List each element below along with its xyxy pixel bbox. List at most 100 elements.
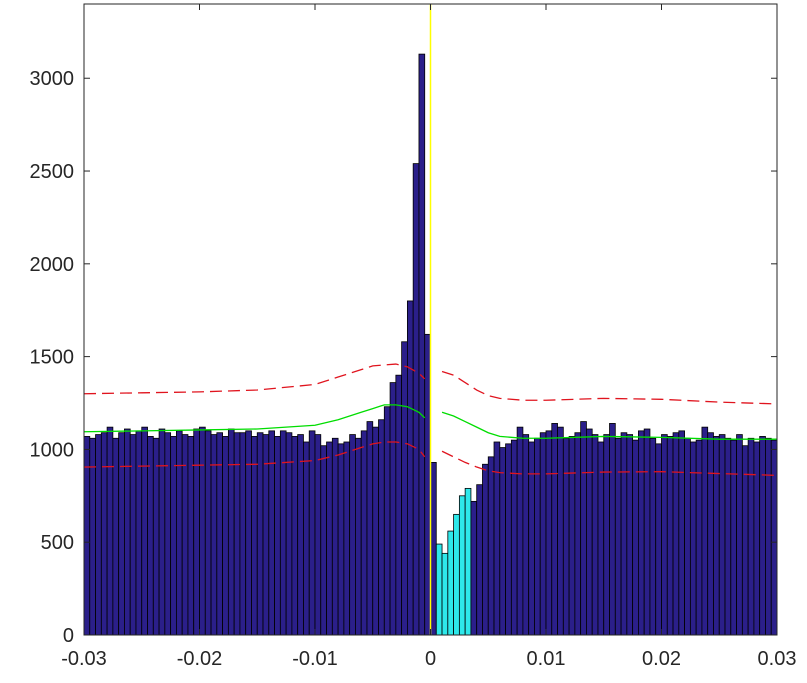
y-tick-label: 3000 <box>30 68 75 90</box>
lines-group <box>83 363 778 477</box>
histogram-bar <box>718 434 726 636</box>
y-tick-label: 2500 <box>30 161 75 183</box>
histogram-bar <box>435 543 443 636</box>
confidence-bound-line <box>83 363 426 395</box>
histogram-bar <box>632 439 639 636</box>
confidence-bound-line <box>83 441 426 468</box>
histogram-bar <box>95 434 102 636</box>
histogram-bar <box>447 530 455 636</box>
histogram-bar <box>643 428 651 636</box>
histogram-bar <box>216 432 223 636</box>
histogram-bar <box>493 441 501 636</box>
histogram-bar <box>453 513 460 636</box>
histogram-bar <box>695 439 703 636</box>
histogram-bar <box>360 430 368 636</box>
histogram-bar <box>510 439 518 636</box>
confidence-bound-line <box>441 370 778 405</box>
histogram-bar <box>343 441 351 636</box>
histogram-bar <box>412 163 420 636</box>
histogram-bar <box>638 430 645 636</box>
histogram-bar <box>337 443 345 636</box>
histogram-bar <box>770 439 778 636</box>
confidence-bound-line <box>441 450 778 477</box>
histogram-bar <box>586 428 593 636</box>
histogram-bar <box>476 484 483 636</box>
y-tick-label: 1000 <box>30 439 75 461</box>
histogram-bar <box>418 53 426 636</box>
histogram-bar <box>713 436 720 636</box>
x-tick-label: 0 <box>425 648 436 670</box>
histogram-bar <box>661 434 668 636</box>
histogram-bar <box>83 436 91 636</box>
histogram-bar <box>106 426 114 636</box>
histogram-bar <box>551 423 558 636</box>
y-tick-label: 0 <box>63 625 74 647</box>
histogram-bar <box>303 441 310 636</box>
histogram-bar <box>233 432 241 636</box>
histogram-bar <box>516 426 524 636</box>
histogram-bar <box>222 436 229 636</box>
histogram-bar <box>499 447 506 636</box>
histogram-bar <box>487 456 495 636</box>
histogram-bar <box>141 426 148 636</box>
histogram-bar <box>129 434 137 636</box>
histogram-bar <box>175 430 183 636</box>
histogram-bar <box>326 441 333 636</box>
x-tick-label: -0.02 <box>177 648 223 670</box>
histogram-bar <box>458 495 466 636</box>
histogram-bar <box>268 430 275 636</box>
histogram-bar <box>378 419 385 636</box>
histogram-bar <box>124 428 131 636</box>
histogram-bar <box>534 437 541 636</box>
histogram-bar <box>424 333 431 636</box>
histogram-bar <box>580 421 587 636</box>
histogram-bar <box>372 426 379 636</box>
histogram-bar <box>528 441 535 636</box>
histogram-bar <box>112 437 120 636</box>
histogram-bar <box>730 439 737 636</box>
histogram-bar <box>441 552 449 636</box>
histogram-bar <box>759 436 766 636</box>
mean-line <box>441 411 777 440</box>
histogram-bar <box>251 436 258 636</box>
histogram-bar <box>747 437 755 636</box>
histogram-bar <box>482 463 489 636</box>
histogram-bar <box>274 436 281 636</box>
x-axis: -0.03 -0.02 -0.01 0 0.01 0.02 0.03 <box>61 4 796 670</box>
histogram-bar <box>701 426 709 636</box>
x-tick-label: -0.01 <box>292 648 338 670</box>
histogram-bar <box>314 434 322 636</box>
y-axis: 0 500 1000 1500 2000 2500 3000 <box>30 68 777 647</box>
histogram-bar <box>574 432 582 636</box>
histogram-bar <box>522 434 530 636</box>
histogram-bar <box>285 432 293 636</box>
histogram-bar <box>736 434 743 636</box>
x-tick-label: 0.03 <box>758 648 797 670</box>
x-tick-label: -0.03 <box>61 648 107 670</box>
y-tick-label: 500 <box>41 532 74 554</box>
histogram-bar <box>557 426 564 636</box>
histogram-bar <box>649 437 657 636</box>
histogram-bar <box>672 432 680 636</box>
mean-line <box>83 404 426 433</box>
histogram-bar <box>181 434 189 636</box>
histogram-bar <box>256 432 264 636</box>
histogram-bar <box>430 462 437 636</box>
histogram-bar <box>614 437 622 636</box>
histogram-bar <box>239 432 247 636</box>
histogram-bar <box>395 374 403 636</box>
histogram-bar <box>187 436 195 636</box>
histogram-bar <box>724 437 732 636</box>
histogram-bar <box>684 437 691 636</box>
histogram-bar <box>707 432 714 636</box>
histogram-bar <box>349 434 356 636</box>
histogram-bar <box>765 437 772 636</box>
histogram-bar <box>262 434 270 636</box>
histogram-bar <box>753 441 761 636</box>
histogram-bar <box>406 300 414 636</box>
histogram-bar <box>603 434 610 636</box>
histogram-bar <box>158 428 166 636</box>
histogram-bar <box>279 430 287 636</box>
histogram-bar <box>401 341 408 636</box>
